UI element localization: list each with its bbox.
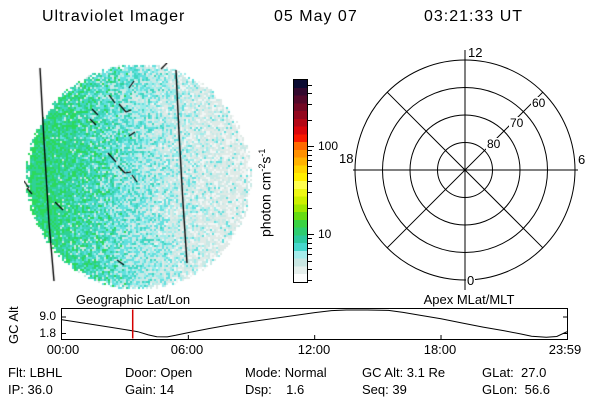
colorbar-minor-tick	[308, 154, 312, 156]
colorbar-major-tick	[308, 234, 314, 235]
colorbar-tick-label: 100	[318, 139, 339, 153]
colorbar-ticks: 100 10	[308, 80, 348, 282]
app-title: Ultraviolet Imager	[42, 8, 186, 25]
strip-ytick-1.8: 1.8	[39, 326, 56, 340]
status-gain: Gain: 14	[125, 382, 175, 397]
status-door: Door: Open	[125, 365, 193, 380]
mlat-ring-label-70: 70	[509, 116, 525, 130]
status-glon: GLon: 56.6	[482, 382, 550, 397]
status-glat: GLat: 27.0	[482, 365, 547, 380]
strip-xtick-0000: 00:00	[46, 342, 80, 357]
mlat-ring-label-80: 80	[486, 137, 502, 151]
polar-grid-plot	[353, 50, 578, 290]
mlat-ring-label-60: 60	[531, 96, 547, 110]
colorbar-minor-tick	[308, 247, 312, 249]
polar-plot-title: Apex MLat/MLT	[423, 292, 515, 307]
strip-xtick-0600: 06:00	[170, 342, 204, 357]
strip-xtick-2359: 23:59	[548, 342, 582, 357]
orbit-strip-chart	[61, 308, 568, 340]
mlt-label-6: 6	[577, 152, 587, 167]
colorbar-minor-tick	[308, 269, 312, 270]
colorbar	[293, 79, 308, 283]
colorbar-minor-tick	[308, 253, 312, 255]
strip-xtick-1200: 12:00	[297, 342, 331, 357]
disk-plot-title: Geographic Lat/Lon	[75, 292, 191, 307]
colorbar-minor-tick	[308, 280, 312, 281]
colorbar-minor-tick	[308, 104, 312, 105]
status-filter: Flt: LBHL	[8, 365, 63, 380]
date-label: 05 May 07	[274, 8, 358, 25]
colorbar-tick-label: 10	[318, 227, 332, 241]
colorbar-minor-tick	[308, 84, 312, 86]
colorbar-minor-tick	[308, 165, 312, 167]
unit-base2: s	[257, 156, 274, 164]
colorbar-minor-tick	[308, 242, 312, 244]
colorbar-minor-tick	[308, 260, 312, 262]
unit-base1: photon cm	[257, 171, 274, 237]
unit-sup1: -2	[257, 163, 267, 172]
gc-alt-curve	[62, 309, 567, 338]
colorbar-minor-tick	[308, 207, 312, 209]
colorbar-minor-tick	[308, 192, 312, 193]
mlt-label-18: 18	[338, 151, 355, 166]
colorbar-minor-tick	[308, 93, 312, 94]
status-mode: Mode: Normal	[245, 365, 327, 380]
colorbar-minor-tick	[308, 238, 312, 239]
status-dsp: Dsp: 1.6	[245, 382, 305, 397]
uv-earth-disk-image	[24, 63, 254, 293]
colorbar-minor-tick	[308, 119, 312, 121]
unit-sup2: -1	[257, 148, 267, 157]
time-ut-label: 03:21:33 UT	[424, 8, 524, 25]
strip-ytick-9: 9.0	[39, 309, 56, 323]
colorbar-minor-tick	[308, 159, 312, 161]
mlt-label-0: 0	[466, 273, 476, 288]
colorbar-minor-tick	[308, 150, 312, 151]
status-gc-alt: GC Alt: 3.1 Re	[362, 365, 446, 380]
colorbar-unit-label: photon cm-2s-1	[257, 149, 274, 237]
status-seq: Seq: 39	[362, 382, 407, 397]
status-ip: IP: 36.0	[8, 382, 53, 397]
mlt-label-12: 12	[467, 45, 484, 60]
colorbar-minor-tick	[308, 172, 312, 174]
strip-ylabel: GC Alt	[6, 306, 21, 344]
strip-xtick-1800: 18:00	[423, 342, 457, 357]
colorbar-gradient	[294, 80, 307, 282]
orbit-curve-svg	[62, 309, 567, 339]
colorbar-major-tick	[308, 146, 314, 147]
colorbar-minor-tick	[308, 181, 312, 182]
